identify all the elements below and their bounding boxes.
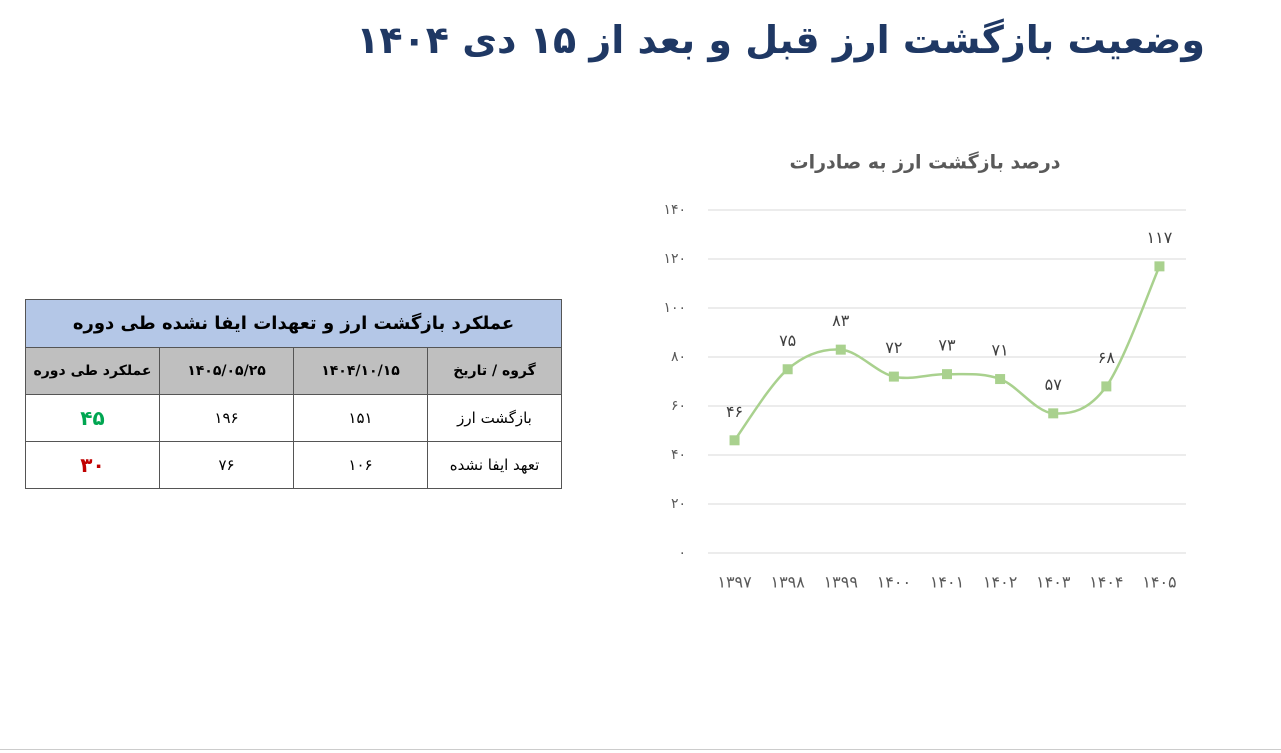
data-label: ۶۸: [1098, 348, 1116, 367]
marker: [729, 435, 740, 446]
marker: [835, 344, 846, 355]
cell: ۱۹۶: [159, 394, 294, 442]
y-tick-label: ۶۰: [671, 398, 686, 414]
y-tick-label: ۴۰: [671, 447, 686, 463]
data-label: ۵۷: [1045, 375, 1063, 394]
y-tick-label: ۱۲۰: [663, 251, 686, 267]
header-cell: ۱۴۰۴/۱۰/۱۵: [293, 347, 428, 395]
header-cell: ۱۴۰۵/۰۵/۲۵: [159, 347, 294, 395]
x-tick-label: ۱۴۰۴: [1089, 573, 1123, 592]
cell: ۱۰۶: [293, 441, 428, 489]
marker: [888, 371, 899, 382]
marker: [995, 374, 1006, 385]
marker: [1048, 408, 1059, 419]
x-tick-label: ۱۳۹۹: [824, 573, 858, 592]
x-tick-label: ۱۴۰۳: [1036, 573, 1071, 592]
marker: [1154, 261, 1165, 272]
x-tick-label: ۱۳۹۸: [770, 573, 805, 592]
x-tick-label: ۱۴۰۰: [877, 573, 911, 592]
data-label: ۷۳: [938, 336, 956, 355]
chart-title: درصد بازگشت ارز به صادرات: [789, 151, 1060, 174]
y-tick-label: ۸۰: [671, 349, 686, 365]
summary-table: عملکرد بازگشت ارز و تعهدات ایفا نشده طی …: [25, 299, 562, 489]
slide-title: وضعیت بازگشت ارز قبل و بعد از ۱۵ دی ۱۴۰۴: [356, 18, 1205, 62]
data-label: ۴۶: [726, 402, 743, 421]
x-tick-label: ۱۴۰۵: [1142, 573, 1176, 592]
y-tick-label: ۱۰۰: [663, 300, 686, 316]
cell: ۱۵۱: [293, 394, 428, 442]
x-tick-label: ۱۳۹۷: [717, 573, 752, 592]
marker: [782, 364, 793, 375]
y-tick-label: ۲۰: [671, 496, 686, 512]
table-title: عملکرد بازگشت ارز و تعهدات ایفا نشده طی …: [25, 299, 562, 348]
marker: [1101, 381, 1112, 392]
footer-rule: [0, 749, 1281, 750]
y-tick-label: ۰: [678, 545, 686, 561]
data-label: ۷۱: [992, 341, 1009, 360]
cell: ۴۵: [25, 394, 160, 442]
marker: [942, 369, 952, 380]
x-tick-label: ۱۴۰۱: [930, 573, 964, 592]
x-tick-label: ۱۴۰۲: [983, 573, 1017, 592]
cell: بازگشت ارز: [427, 394, 562, 442]
header-cell: گروه / تاریخ: [427, 347, 562, 395]
data-label: ۱۱۷: [1147, 228, 1173, 247]
data-label: ۷۵: [779, 331, 796, 350]
data-label: ۸۳: [832, 311, 850, 330]
data-label: ۷۲: [885, 338, 902, 357]
header-cell: عملکرد طی دوره: [25, 347, 160, 395]
cell: تعهد ایفا نشده: [427, 441, 562, 489]
y-tick-label: ۱۴۰: [663, 202, 686, 218]
cell: ۳۰: [25, 441, 160, 489]
cell: ۷۶: [159, 441, 294, 489]
